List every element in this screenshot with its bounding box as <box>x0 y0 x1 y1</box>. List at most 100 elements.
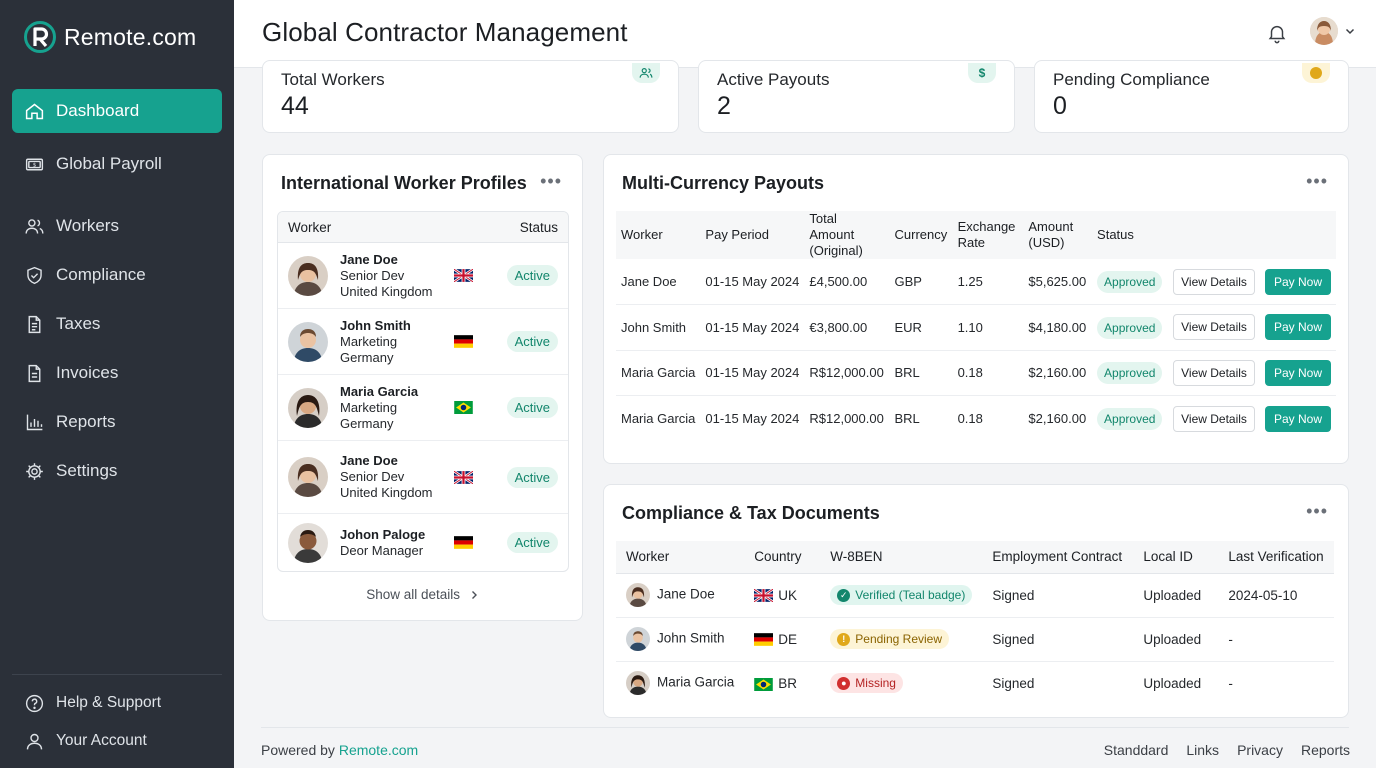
status-badge: Approved <box>1097 316 1163 339</box>
table-row[interactable]: John Smith Marketing Germany Active <box>278 309 568 375</box>
footer-link-links[interactable]: Links <box>1186 742 1220 758</box>
more-options-icon[interactable]: ••• <box>1306 171 1328 191</box>
column-header-pay <box>1260 211 1336 259</box>
column-header: Country <box>744 541 821 574</box>
brazil-flag-icon <box>754 677 774 691</box>
cell-worker: Jane Doe <box>616 259 701 305</box>
cell-country: BR <box>744 661 820 705</box>
view-details-button[interactable]: View Details <box>1173 314 1255 341</box>
show-all-label: Show all details <box>366 587 461 602</box>
cell-worker: Maria Garcia <box>616 661 744 705</box>
users-icon <box>632 63 660 83</box>
svg-text:$: $ <box>33 162 37 168</box>
user-menu[interactable] <box>1310 17 1356 45</box>
avatar <box>288 522 328 563</box>
table-row[interactable]: Jane Doe Senior Dev United Kingdom Activ… <box>278 243 568 309</box>
stat-label: Total Workers <box>281 70 385 89</box>
sidebar-bottom-nav: Help & Support Your Account <box>12 684 222 760</box>
cell-status: Approved <box>1092 259 1169 305</box>
pay-now-button[interactable]: Pay Now <box>1264 268 1331 295</box>
worker-role: Deor Manager <box>340 542 424 558</box>
remote-link[interactable]: Remote.com <box>338 742 419 758</box>
column-header: Exchange Rate <box>957 219 1016 250</box>
bell-icon[interactable] <box>1266 22 1288 44</box>
table-row[interactable]: John Smith DE ! Pending Review Signed Upl… <box>616 617 1334 662</box>
sidebar-item-label: Global Payroll <box>56 154 162 173</box>
pay-now-button[interactable]: Pay Now <box>1264 314 1331 341</box>
stat-label: Active Payouts <box>717 70 830 89</box>
sidebar-item-dashboard[interactable]: Dashboard <box>12 89 222 133</box>
cell-w8ben: ! Pending Review <box>820 617 983 662</box>
cell-view: View Details <box>1168 304 1260 351</box>
sidebar-item-help[interactable]: Help & Support <box>12 684 222 722</box>
compliance-table: Worker Country W-8BEN Employment Contrac… <box>616 541 1334 705</box>
payroll-icon: $ <box>25 158 44 170</box>
table-row[interactable]: Jane Doe Senior Dev United Kingdom Activ… <box>278 441 568 514</box>
page-title: Global Contractor Management <box>262 17 628 47</box>
sidebar-divider <box>12 674 222 675</box>
worker-role: Senior Dev <box>340 267 405 283</box>
sidebar-item-global-payroll[interactable]: $ Global Payroll <box>12 142 222 186</box>
cell-worker: Maria Garcia <box>621 411 696 426</box>
cell-last-verification: - <box>1228 675 1233 691</box>
table-header: Worker Pay Period Total Amount (Original… <box>616 211 1336 259</box>
table-row[interactable]: Jane Doe UK ✓ Verified (Teal badge) Signe… <box>616 573 1334 618</box>
sidebar-item-settings[interactable]: Settings <box>12 449 222 493</box>
sidebar-item-workers[interactable]: Workers <box>12 204 222 248</box>
table-row[interactable]: Maria Garcia Marketing Germany Active <box>278 375 568 441</box>
cell-status: Approved <box>1092 304 1169 351</box>
footer-link-standard[interactable]: Standdard <box>1103 742 1169 758</box>
footer-link-reports[interactable]: Reports <box>1300 742 1350 758</box>
view-details-button[interactable]: View Details <box>1173 405 1255 432</box>
more-options-icon[interactable]: ••• <box>1306 501 1328 521</box>
dollar-icon: $ <box>968 63 996 83</box>
cell-rate: 1.10 <box>952 304 1024 351</box>
column-header: Total Amount (Original) <box>809 211 863 258</box>
sidebar-item-invoices[interactable]: Invoices <box>12 351 222 395</box>
worker-name: Jane Doe <box>340 453 398 468</box>
table-row[interactable]: Maria Garcia BR ● Missing Signed Uploaded… <box>616 661 1334 705</box>
worker-name: John Smith <box>340 317 411 333</box>
more-options-icon[interactable]: ••• <box>540 171 562 191</box>
top-header: Global Contractor Management <box>234 0 1376 68</box>
invoice-icon <box>28 364 41 382</box>
sidebar-item-label: Settings <box>56 461 118 480</box>
footer-link-privacy[interactable]: Privacy <box>1237 742 1283 758</box>
brazil-flag-icon <box>453 401 473 414</box>
cell-rate: 0.18 <box>957 411 983 426</box>
sidebar-nav: Dashboard $ Global Payroll Workers Compl… <box>12 89 222 493</box>
worker-role: Marketing <box>340 333 398 349</box>
stat-value: 0 <box>1053 92 1067 120</box>
card-title: Multi-Currency Payouts <box>622 173 825 193</box>
cell-pay: Pay Now <box>1259 350 1336 396</box>
view-details-button[interactable]: View Details <box>1173 268 1255 295</box>
sidebar-item-taxes[interactable]: Taxes <box>12 302 222 346</box>
cell-usd: $2,160.00 <box>1028 411 1087 426</box>
germany-flag-icon <box>453 536 473 549</box>
shield-icon <box>27 266 42 284</box>
column-header: Currency <box>894 227 948 242</box>
sidebar-item-reports[interactable]: Reports <box>12 400 222 444</box>
pay-now-button[interactable]: Pay Now <box>1264 405 1331 432</box>
stat-value: 2 <box>717 92 731 120</box>
avatar <box>626 583 650 607</box>
sidebar-item-account[interactable]: Your Account <box>12 722 222 760</box>
country-code: UK <box>778 587 798 603</box>
cell-usd: $4,180.00 <box>1023 304 1093 351</box>
status-badge: Approved <box>1097 362 1163 385</box>
status-badge: Approved <box>1097 271 1163 293</box>
avatar <box>288 457 328 497</box>
cell-view: View Details <box>1168 396 1260 442</box>
view-details-button[interactable]: View Details <box>1173 359 1255 386</box>
cell-local-id: Uploaded <box>1133 617 1219 662</box>
status-badge: ✓ Verified (Teal badge) <box>830 585 973 605</box>
sidebar-item-compliance[interactable]: Compliance <box>12 253 222 297</box>
show-all-details-link[interactable]: Show all details <box>263 587 582 602</box>
table-row[interactable]: Johon Paloge Deor Manager Active <box>278 514 568 571</box>
pay-now-button[interactable]: Pay Now <box>1264 359 1331 386</box>
worker-name: John Smith <box>657 630 725 646</box>
document-icon <box>28 315 41 333</box>
sidebar: Remote.com Dashboard $ Global Payroll Wo… <box>0 0 234 768</box>
status-badge: Active <box>506 265 558 286</box>
brand[interactable]: Remote.com <box>24 20 196 54</box>
